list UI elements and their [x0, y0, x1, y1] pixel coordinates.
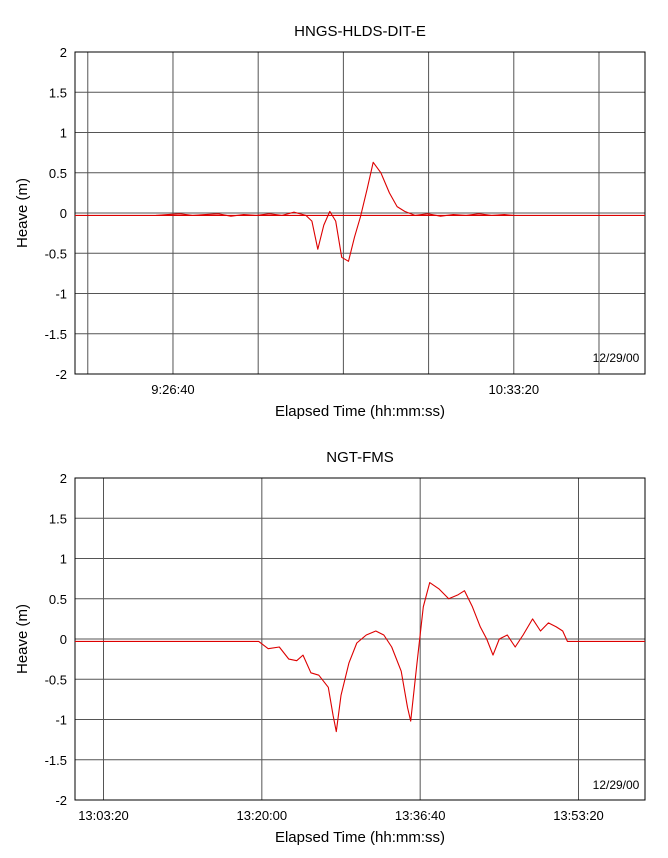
plot-frame	[74, 51, 646, 375]
y-tick-label: 0	[60, 632, 67, 647]
y-tick-label: -1	[55, 287, 67, 302]
y-axis-label: Heave (m)	[14, 178, 31, 248]
x-tick-label: 10:33:20	[488, 382, 539, 397]
chart-panel-1: 2 1.5 1 0.5 0 -0.5 -1 -1.5 -2 9:26:40 10:33:20 HNGS…	[14, 23, 646, 420]
y-tick-label: -1.5	[45, 753, 67, 768]
y-tick-label: -2	[55, 793, 67, 808]
chart-title: HNGS-HLDS-DIT-E	[294, 23, 426, 40]
x-tick-label: 13:20:00	[237, 808, 288, 823]
y-tick-label: -1	[55, 713, 67, 728]
x-tick-label: 13:36:40	[395, 808, 446, 823]
y-tick-label: 2	[60, 45, 67, 60]
y-tick-label: 0.5	[49, 592, 67, 607]
chart-panel-2: 2 1.5 1 0.5 0 -0.5 -1 -1.5 -2 13:03:20 13:20:00 13:…	[14, 449, 646, 846]
x-tick-label: 13:03:20	[78, 808, 129, 823]
y-tick-label: 0.5	[49, 166, 67, 181]
x-tick-label: 9:26:40	[151, 382, 194, 397]
date-stamp: 12/29/00	[593, 351, 640, 365]
x-axis-label: Elapsed Time (hh:mm:ss)	[275, 829, 445, 846]
y-tick-label: -2	[55, 367, 67, 382]
x-tick-label: 13:53:20	[553, 808, 604, 823]
y-tick-label: 1	[60, 126, 67, 141]
x-axis-label: Elapsed Time (hh:mm:ss)	[275, 403, 445, 420]
y-tick-label: 2	[60, 471, 67, 486]
y-tick-label: 1.5	[49, 85, 67, 100]
y-tick-label: 0	[60, 206, 67, 221]
y-tick-label: -0.5	[45, 246, 67, 261]
date-stamp: 12/29/00	[593, 778, 640, 792]
y-tick-label: 1	[60, 552, 67, 567]
y-tick-label: -1.5	[45, 327, 67, 342]
series-line-2	[155, 161, 514, 262]
y-axis-label: Heave (m)	[14, 604, 31, 674]
y-tick-label: 1.5	[49, 511, 67, 526]
plot-frame	[74, 477, 646, 801]
y-tick-label: -0.5	[45, 672, 67, 687]
chart-title: NGT-FMS	[326, 449, 394, 466]
series-line-1	[75, 582, 645, 733]
